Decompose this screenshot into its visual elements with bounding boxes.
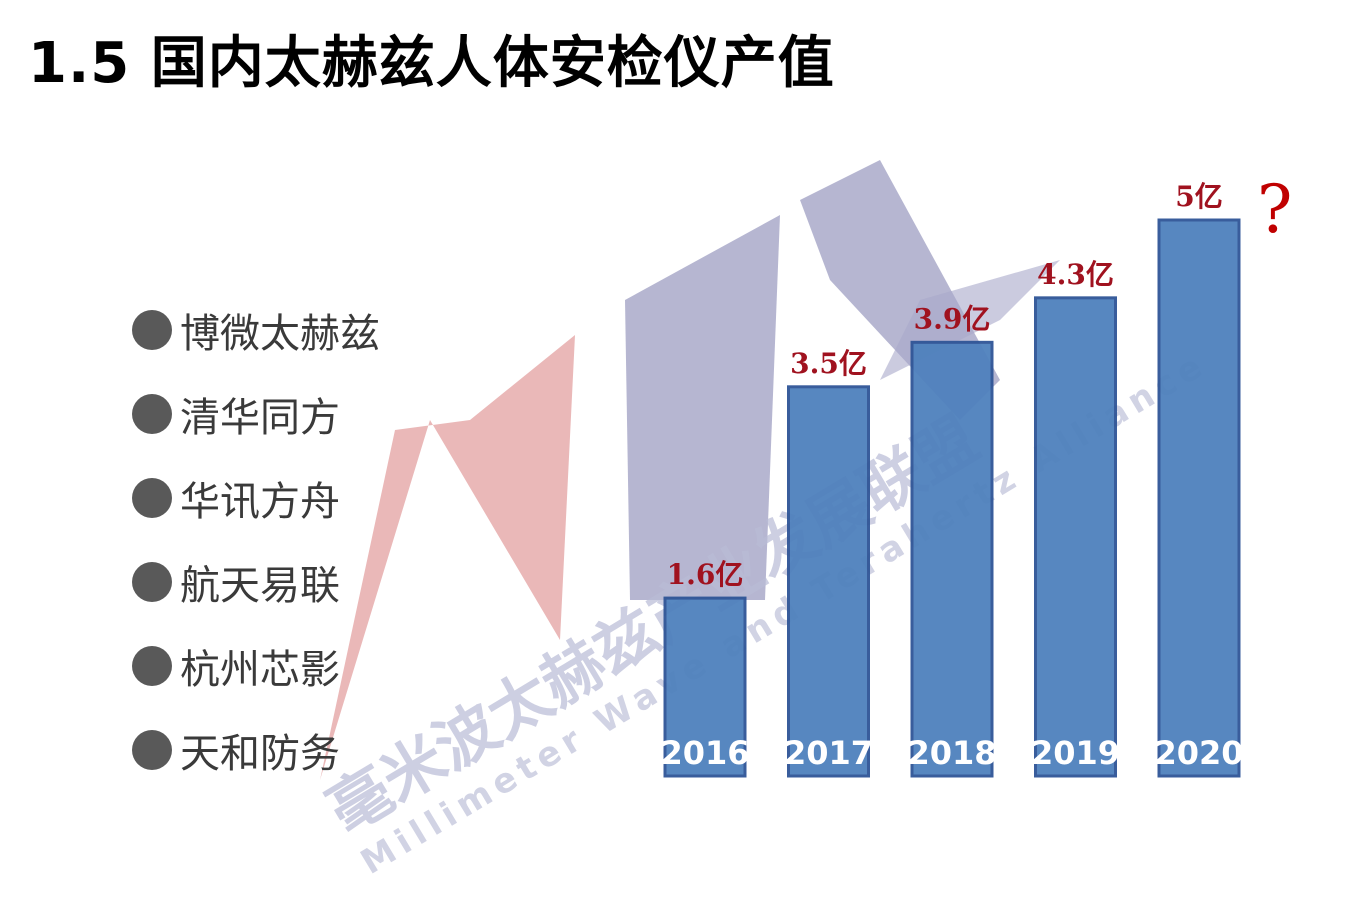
x-tick-label: 2020 — [1154, 734, 1243, 772]
page-title: 1.5 国内太赫兹人体安检仪产值 — [28, 31, 835, 96]
data-label: 5亿 — [1175, 180, 1222, 213]
company-name: 航天易联 — [180, 563, 340, 609]
company-item: 天和防务 — [132, 708, 380, 792]
company-item: 清华同方 — [132, 372, 380, 456]
x-tick-label: 2019 — [1031, 734, 1120, 772]
data-label: 3.9亿 — [914, 302, 991, 335]
company-item: 华讯方舟 — [132, 456, 380, 540]
company-name: 杭州芯影 — [180, 647, 340, 693]
bullet-icon — [132, 394, 172, 434]
bullet-icon — [132, 562, 172, 602]
question-mark-annotation: ? — [1257, 171, 1292, 248]
company-item: 杭州芯影 — [132, 624, 380, 708]
data-label: 1.6亿 — [667, 558, 744, 591]
x-tick-label: 2018 — [907, 734, 996, 772]
data-label: 4.3亿 — [1037, 258, 1114, 291]
company-list: 博微太赫兹 清华同方 华讯方舟 航天易联 杭州芯影 天和防务 — [132, 288, 380, 792]
company-name: 华讯方舟 — [180, 479, 340, 525]
data-label: 3.5亿 — [790, 347, 867, 380]
company-item: 博微太赫兹 — [132, 288, 380, 372]
company-name: 博微太赫兹 — [180, 311, 380, 357]
bar-2020 — [1157, 218, 1241, 778]
bullet-icon — [132, 646, 172, 686]
x-tick-label: 2017 — [784, 734, 873, 772]
bullet-icon — [132, 478, 172, 518]
x-tick-label: 2016 — [660, 734, 749, 772]
company-name: 天和防务 — [180, 731, 340, 777]
company-item: 航天易联 — [132, 540, 380, 624]
bullet-icon — [132, 730, 172, 770]
bar-2016 — [663, 596, 747, 778]
bar-2017 — [787, 385, 870, 778]
bar-2018 — [910, 340, 994, 778]
bar-2019 — [1034, 296, 1117, 778]
company-name: 清华同方 — [180, 395, 340, 441]
bullet-icon — [132, 310, 172, 350]
